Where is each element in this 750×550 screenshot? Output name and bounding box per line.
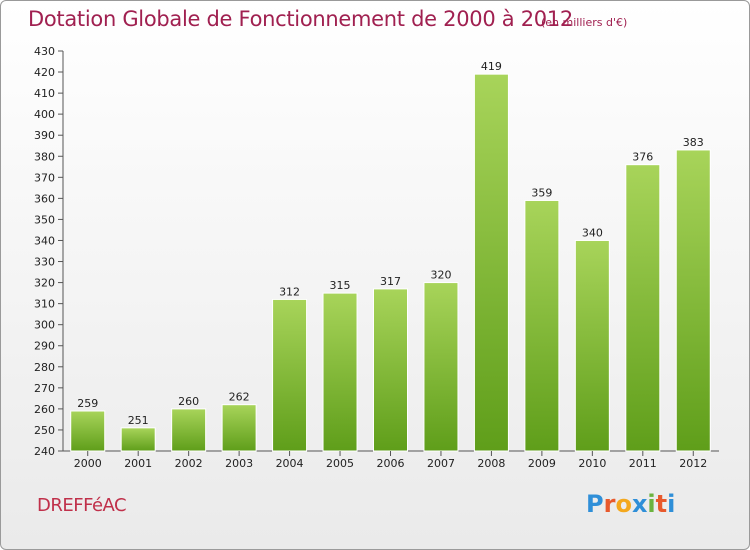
data-label: 251 — [128, 414, 149, 427]
bar — [221, 404, 257, 452]
x-tick-label: 2009 — [528, 457, 556, 470]
data-label: 315 — [330, 279, 351, 292]
data-label: 419 — [481, 60, 502, 73]
x-tick-label: 2011 — [629, 457, 657, 470]
data-label: 259 — [77, 397, 98, 410]
y-tick-label: 420 — [34, 66, 55, 79]
logo-letter: r — [603, 490, 616, 518]
y-tick-label: 400 — [34, 108, 55, 121]
y-tick-label: 270 — [34, 382, 55, 395]
x-tick-label: 2001 — [124, 457, 152, 470]
logo-letter: i — [667, 490, 676, 518]
x-tick-label: 2007 — [427, 457, 455, 470]
logo-letter: i — [647, 490, 656, 518]
proxiti-logo: Proxiti — [586, 490, 675, 518]
y-tick-label: 320 — [34, 277, 55, 290]
x-tick-label: 2012 — [679, 457, 707, 470]
y-tick-label: 240 — [34, 445, 55, 458]
x-tick-label: 2003 — [225, 457, 253, 470]
x-tick-label: 2005 — [326, 457, 354, 470]
commune-name: DREFFéAC — [37, 495, 127, 516]
y-tick-label: 260 — [34, 403, 55, 416]
logo-letter: t — [655, 490, 668, 518]
data-label: 376 — [632, 151, 653, 164]
bar — [373, 288, 408, 452]
x-tick-label: 2000 — [74, 457, 102, 470]
logo-letter: x — [631, 490, 648, 518]
chart-title: Dotation Globale de Fonctionnement de 20… — [28, 7, 573, 31]
data-label: 262 — [229, 391, 250, 404]
data-label: 340 — [582, 226, 603, 239]
y-tick-label: 390 — [34, 129, 55, 142]
y-tick-label: 250 — [34, 424, 55, 437]
logo-letter: P — [586, 490, 604, 518]
bar — [120, 427, 156, 452]
bar — [625, 164, 661, 452]
bar — [473, 73, 509, 452]
x-tick-label: 2008 — [477, 457, 505, 470]
bar — [322, 292, 358, 452]
y-tick-label: 280 — [34, 361, 55, 374]
bar — [423, 282, 459, 452]
data-label: 383 — [683, 136, 704, 149]
y-tick-label: 380 — [34, 150, 55, 163]
y-tick-label: 330 — [34, 256, 55, 269]
y-tick-label: 360 — [34, 192, 55, 205]
chart-subtitle: (en milliers d'€) — [541, 16, 628, 29]
y-tick-label: 350 — [34, 213, 55, 226]
data-label: 312 — [279, 285, 300, 298]
data-label: 359 — [531, 186, 552, 199]
y-tick-label: 310 — [34, 298, 55, 311]
y-tick-label: 290 — [34, 340, 55, 353]
data-label: 260 — [178, 395, 199, 408]
x-tick-label: 2004 — [276, 457, 304, 470]
bar — [574, 239, 610, 452]
bar — [70, 410, 106, 452]
y-tick-label: 410 — [34, 87, 55, 100]
y-tick-label: 340 — [34, 234, 55, 247]
y-tick-label: 300 — [34, 319, 55, 332]
logo-letter: o — [615, 490, 632, 518]
bar — [524, 199, 560, 452]
y-tick-label: 370 — [34, 171, 55, 184]
bar — [272, 298, 308, 452]
x-tick-label: 2006 — [377, 457, 405, 470]
y-tick-label: 430 — [34, 45, 55, 58]
bar — [171, 408, 207, 452]
data-label: 320 — [430, 269, 451, 282]
bar — [675, 149, 711, 452]
x-tick-label: 2010 — [578, 457, 606, 470]
x-tick-label: 2002 — [175, 457, 203, 470]
data-label: 317 — [380, 275, 401, 288]
